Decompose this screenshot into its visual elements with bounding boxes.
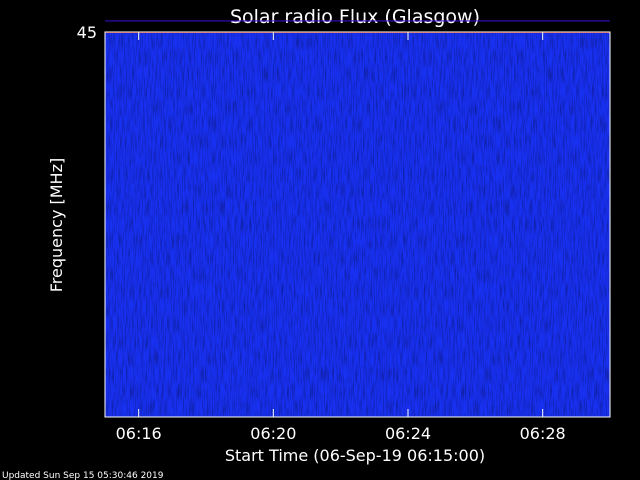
chart-title: Solar radio Flux (Glasgow) bbox=[230, 6, 480, 28]
noise-texture bbox=[105, 32, 610, 417]
x-axis-label: Start Time (06-Sep-19 06:15:00) bbox=[225, 446, 485, 465]
x-tick-label: 06:16 bbox=[116, 424, 162, 443]
plot-frame bbox=[104, 31, 611, 418]
plot-area bbox=[105, 20, 610, 417]
y-axis-label: Frequency [MHz] bbox=[47, 158, 66, 292]
x-tick-label: 06:28 bbox=[520, 424, 566, 443]
x-tick-label: 06:24 bbox=[385, 424, 431, 443]
updated-timestamp: Updated Sun Sep 15 05:30:46 2019 bbox=[2, 471, 164, 480]
x-tick-label: 06:20 bbox=[250, 424, 296, 443]
y-tick-label: 45 bbox=[77, 23, 97, 42]
spectrum-band bbox=[105, 20, 610, 22]
